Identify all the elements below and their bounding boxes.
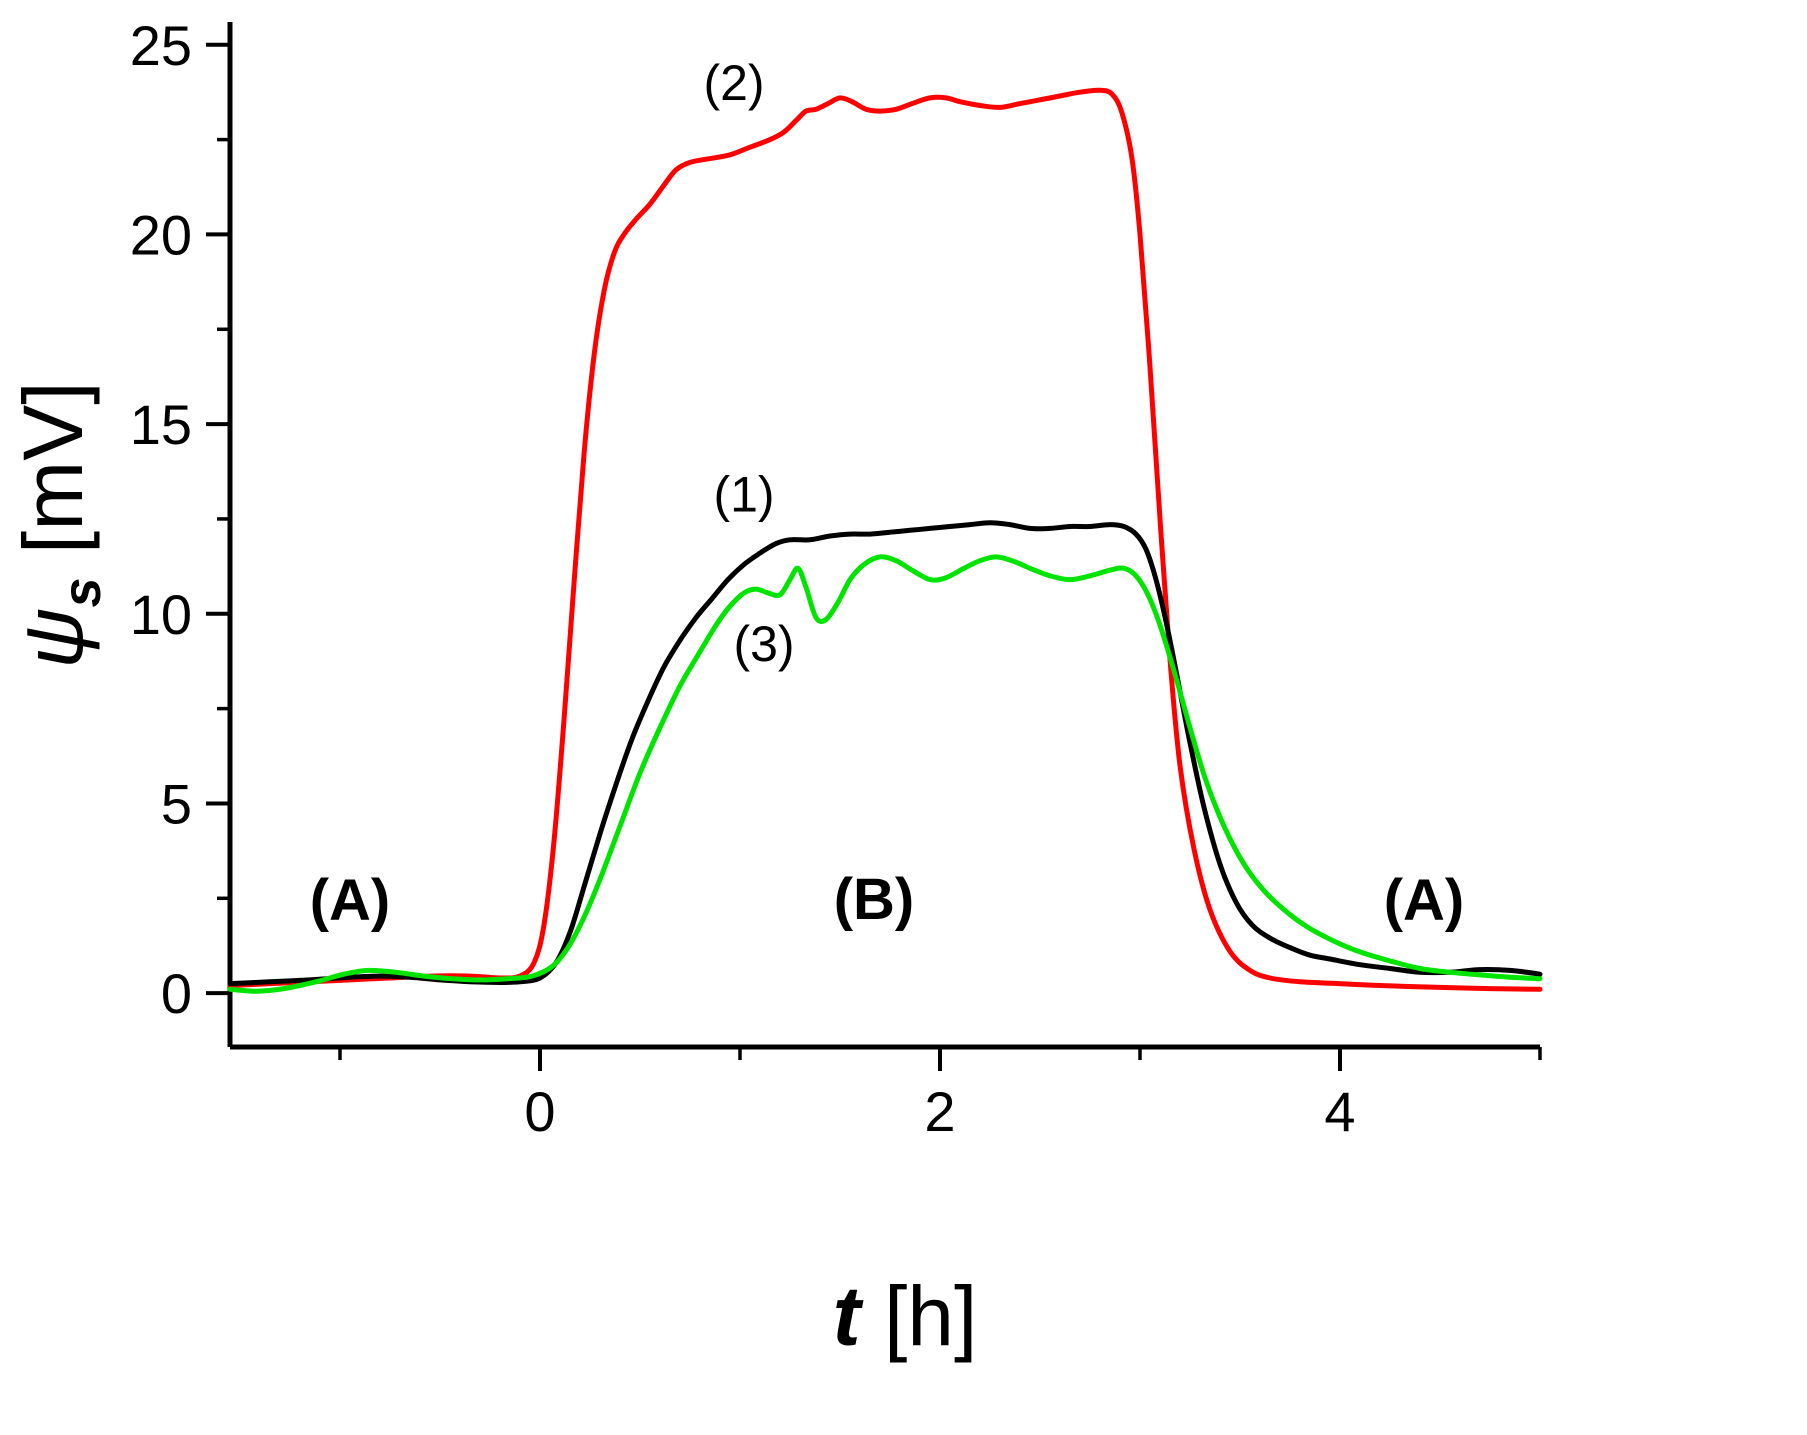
- y-tick-label: 15: [130, 393, 192, 456]
- annotation-(2): (2): [703, 55, 764, 111]
- x-tick-label: 0: [524, 1080, 555, 1143]
- annotation-(A): (A): [310, 868, 391, 933]
- series-(2): [227, 87, 1543, 992]
- annotation-(B): (B): [834, 867, 915, 932]
- y-tick-label: 25: [130, 14, 192, 77]
- x-axis-label: t [h]: [833, 1269, 978, 1363]
- x-tick-label: 2: [924, 1080, 955, 1143]
- annotation-(1): (1): [713, 466, 774, 522]
- y-tick-label: 0: [161, 962, 192, 1025]
- y-axis-label: ψs [mV]: [6, 381, 112, 668]
- y-tick-label: 20: [130, 203, 192, 266]
- annotation-(A): (A): [1384, 868, 1465, 933]
- y-tick-label: 10: [130, 583, 192, 646]
- x-tick-label: 4: [1324, 1080, 1355, 1143]
- series-(3): [227, 554, 1543, 994]
- annotation-(3): (3): [733, 616, 794, 672]
- y-tick-label: 5: [161, 772, 192, 835]
